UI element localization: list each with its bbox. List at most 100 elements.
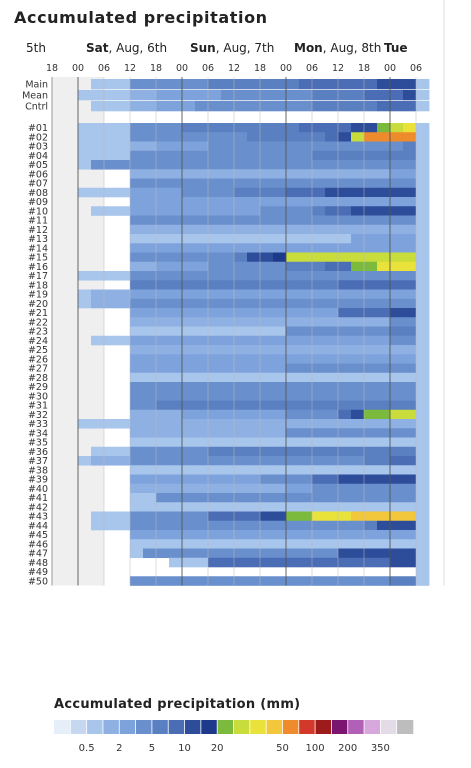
heatmap-cell <box>195 335 209 346</box>
heatmap-cell <box>364 317 378 327</box>
heatmap-cell <box>182 169 196 179</box>
heatmap-cell <box>325 317 339 327</box>
heatmap-cell <box>390 345 404 355</box>
heatmap-cell <box>195 576 209 586</box>
heatmap-cell <box>286 234 300 244</box>
heatmap-cell <box>169 576 183 586</box>
row-label: #14 <box>28 243 48 254</box>
heatmap-cell <box>221 557 235 568</box>
row-label: #27 <box>28 364 48 375</box>
heatmap-cell <box>403 474 417 485</box>
heatmap-cell <box>312 187 326 198</box>
heatmap-cell <box>208 576 222 586</box>
heatmap-cell <box>221 206 235 216</box>
heatmap-cell <box>260 289 274 300</box>
heatmap-cell <box>377 345 391 355</box>
colorbar-segment <box>347 720 365 734</box>
heatmap-cell <box>208 548 222 559</box>
heatmap-cell <box>351 298 365 309</box>
row-label: #23 <box>28 327 48 338</box>
heatmap-cell <box>390 363 404 374</box>
heatmap-cell <box>403 530 417 540</box>
heatmap-cell <box>286 280 300 290</box>
colorbar-segment <box>331 720 349 734</box>
heatmap-cell <box>221 123 235 133</box>
heatmap-cell <box>325 391 339 401</box>
heatmap-cell <box>182 372 196 383</box>
heatmap-cell <box>338 271 352 281</box>
heatmap-cell <box>338 326 352 337</box>
heatmap-cell <box>325 289 339 300</box>
heatmap-cell <box>377 298 391 309</box>
heatmap-cell <box>416 409 430 420</box>
heatmap-cell <box>78 289 92 300</box>
heatmap-cell <box>338 243 352 253</box>
heatmap-cell <box>208 483 222 494</box>
heatmap-cell <box>403 345 417 355</box>
heatmap-cell <box>169 446 183 457</box>
heatmap-cell <box>364 409 378 420</box>
colorbar-segment <box>249 720 267 734</box>
heatmap-cell <box>156 261 170 272</box>
heatmap-cell <box>104 150 118 161</box>
heatmap-cell <box>143 456 157 466</box>
heatmap-cell <box>247 539 261 549</box>
heatmap-cell <box>416 271 430 281</box>
heatmap-cell <box>416 474 430 485</box>
heatmap-cell <box>169 345 183 355</box>
heatmap-cell <box>299 493 313 503</box>
heatmap-cell <box>130 178 144 189</box>
heatmap-cell <box>221 391 235 401</box>
heatmap-cell <box>156 456 170 466</box>
heatmap-cell <box>338 345 352 355</box>
heatmap-cell <box>273 317 287 327</box>
heatmap-cell <box>182 354 196 364</box>
heatmap-cell <box>416 150 430 161</box>
heatmap-cell <box>403 234 417 244</box>
heatmap-cell <box>299 530 313 540</box>
heatmap-cell <box>351 446 365 457</box>
heatmap-cell <box>182 539 196 549</box>
heatmap-cell <box>169 298 183 309</box>
heatmap-cell <box>260 132 274 142</box>
heatmap-cell <box>234 289 248 300</box>
heatmap-cell <box>273 178 287 189</box>
heatmap-cell <box>416 298 430 309</box>
heatmap-cell <box>390 150 404 161</box>
heatmap-cell <box>325 298 339 309</box>
heatmap-cell <box>273 215 287 226</box>
heatmap-cell <box>377 271 391 281</box>
heatmap-cell <box>286 261 300 272</box>
heatmap-cell <box>247 298 261 309</box>
heatmap-cell <box>195 206 209 216</box>
heatmap-cell <box>273 372 287 383</box>
heatmap-cell <box>156 530 170 540</box>
heatmap-cell <box>169 308 183 318</box>
heatmap-cell <box>130 271 144 281</box>
heatmap-cell <box>104 123 118 133</box>
heatmap-cell <box>234 317 248 327</box>
heatmap-cell <box>338 252 352 263</box>
heatmap-cell <box>156 289 170 300</box>
heatmap-cell <box>78 90 92 101</box>
heatmap-cell <box>390 141 404 152</box>
heatmap-cell <box>169 101 183 112</box>
heatmap-cell <box>169 437 183 448</box>
heatmap-cell <box>260 187 274 198</box>
heatmap-cell <box>364 345 378 355</box>
heatmap-cell <box>364 326 378 337</box>
colorbar-segment <box>151 720 169 734</box>
heatmap-cell <box>273 530 287 540</box>
heatmap-cell <box>130 169 144 179</box>
heatmap-cell <box>195 483 209 494</box>
heatmap-cell <box>364 428 378 438</box>
heatmap-cell <box>104 419 118 429</box>
heatmap-cell <box>143 243 157 253</box>
heatmap-cell <box>364 437 378 448</box>
heatmap-cell <box>312 261 326 272</box>
heatmap-cell <box>182 243 196 253</box>
heatmap-cell <box>156 428 170 438</box>
heatmap-cell <box>130 79 144 90</box>
heatmap-cell <box>416 224 430 235</box>
heatmap-cell <box>143 502 157 512</box>
